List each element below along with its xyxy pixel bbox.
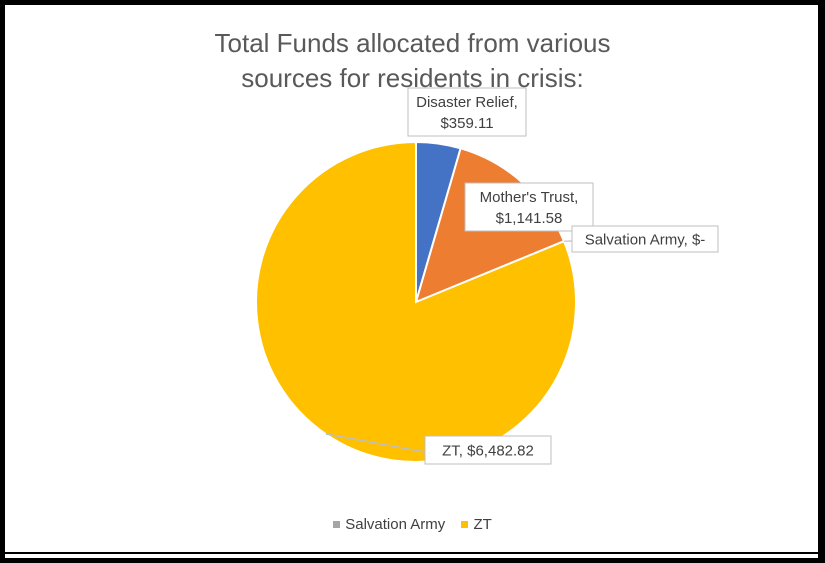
legend-item-zt: ZT (461, 516, 492, 533)
data-label-mother-s-trust: Mother's Trust, $1,141.58 (464, 182, 594, 232)
legend-label: Salvation Army (345, 516, 446, 533)
data-label-text: ZT, $6,482.82 (442, 443, 534, 460)
data-label-text: Disaster Relief, (416, 94, 518, 111)
leader-line (325, 433, 426, 453)
data-label-box (407, 87, 527, 137)
legend-swatch-salvation-army (333, 520, 341, 528)
data-label-salvation-army: Salvation Army, $- (563, 225, 719, 253)
data-label-disaster-relief: Disaster Relief, $359.11 (407, 87, 527, 137)
legend-label: ZT (473, 516, 492, 533)
legend-item-salvation-army: Salvation Army (333, 516, 445, 533)
data-label-text: Mother's Trust, (480, 189, 579, 206)
chart-title-line-1: Total Funds allocated from various (214, 28, 611, 58)
chart-legend: Salvation Army ZT (0, 516, 825, 533)
data-label-zt: ZT, $6,482.82 (325, 433, 552, 465)
data-label-text: $1,141.58 (496, 210, 563, 227)
data-label-box (571, 225, 719, 253)
frame-divider-bottom (0, 552, 825, 554)
frame-divider-right (818, 0, 820, 563)
data-label-text: Salvation Army, $- (585, 232, 706, 249)
data-label-text: $359.11 (440, 115, 493, 132)
data-label-box (464, 182, 594, 232)
legend-swatch-zt (461, 520, 469, 528)
data-label-box (424, 435, 552, 465)
